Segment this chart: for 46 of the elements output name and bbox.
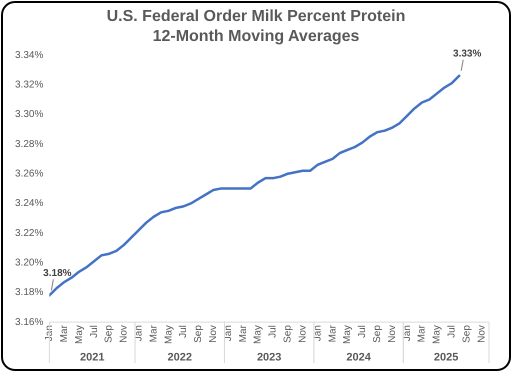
x-tick-label: Jul [446, 325, 458, 338]
x-tick-label: Sep [372, 324, 383, 343]
x-tick-label: Mar [148, 324, 160, 342]
x-tick-label: Nov [476, 325, 488, 343]
x-tick-label: May [342, 325, 354, 344]
x-tick-label: May [432, 325, 443, 344]
x-tick-label: Mar [416, 324, 428, 342]
chart-title: U.S. Federal Order Milk Percent Protein [106, 7, 406, 27]
y-tick-label: 3.18% [14, 287, 44, 298]
x-tick-label: Mar [59, 324, 70, 342]
y-tick-label: 3.28% [14, 138, 44, 150]
data-label: 3.18% [43, 268, 72, 280]
x-tick-label: Mar [238, 324, 249, 342]
y-tick-label: 3.26% [14, 168, 44, 180]
chart-subtitle: 12-Month Moving Averages [152, 27, 360, 47]
x-tick-label: Nov [386, 325, 398, 343]
x-tick-label: Nov [208, 325, 220, 343]
x-tick-label: Sep [193, 324, 204, 343]
x-tick-label: May [252, 325, 264, 344]
text: 2022 [168, 352, 192, 364]
text: 2024 [346, 352, 372, 364]
x-tick-label: Jul [88, 325, 100, 338]
x-tick-label: Jul [357, 325, 368, 338]
y-tick-label: 3.34% [14, 50, 44, 61]
y-tick-label: 3.32% [14, 79, 44, 90]
x-tick-label: Sep [104, 324, 115, 343]
y-tick-label: 3.24% [14, 198, 44, 210]
x-tick-label: Jan [312, 325, 324, 342]
x-tick-label: Nov [118, 325, 130, 343]
y-tick-label: 3.20% [14, 258, 44, 268]
text: 2021 [80, 352, 104, 364]
x-tick-label: May [163, 325, 174, 344]
x-tick-label: Nov [297, 325, 308, 343]
x-tick-label: May [74, 325, 85, 344]
x-tick-label: Sep [461, 324, 472, 343]
data-label: 3.33% [453, 48, 482, 60]
text: 2023 [256, 352, 282, 364]
text: 2025 [434, 352, 458, 364]
x-tick-label: Jul [178, 325, 190, 338]
x-tick-label: Sep [282, 324, 294, 343]
x-tick-label: Mar [327, 324, 338, 342]
y-tick-label: 3.16% [14, 316, 44, 328]
x-tick-label: Jul [268, 325, 279, 338]
x-tick-label: Jan [402, 325, 413, 342]
y-tick-label: 3.22% [14, 228, 44, 239]
y-tick-label: 3.30% [14, 109, 44, 120]
